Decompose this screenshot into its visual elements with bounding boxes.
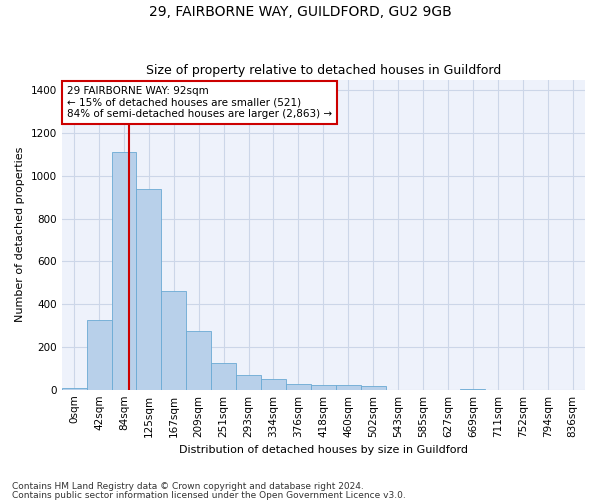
- Text: 29 FAIRBORNE WAY: 92sqm
← 15% of detached houses are smaller (521)
84% of semi-d: 29 FAIRBORNE WAY: 92sqm ← 15% of detache…: [67, 86, 332, 119]
- Bar: [211, 363, 236, 390]
- Bar: [286, 384, 311, 390]
- Bar: [261, 380, 286, 390]
- Bar: [361, 386, 386, 390]
- Y-axis label: Number of detached properties: Number of detached properties: [15, 147, 25, 322]
- Bar: [236, 374, 261, 390]
- Text: 29, FAIRBORNE WAY, GUILDFORD, GU2 9GB: 29, FAIRBORNE WAY, GUILDFORD, GU2 9GB: [149, 5, 451, 19]
- Bar: [336, 385, 361, 390]
- Bar: [112, 152, 136, 390]
- Bar: [86, 320, 112, 390]
- Text: Contains HM Land Registry data © Crown copyright and database right 2024.: Contains HM Land Registry data © Crown c…: [12, 482, 364, 491]
- Bar: [460, 388, 485, 390]
- Title: Size of property relative to detached houses in Guildford: Size of property relative to detached ho…: [146, 64, 501, 77]
- Bar: [311, 385, 336, 390]
- Bar: [136, 188, 161, 390]
- X-axis label: Distribution of detached houses by size in Guildford: Distribution of detached houses by size …: [179, 445, 468, 455]
- Bar: [62, 388, 86, 390]
- Bar: [186, 331, 211, 390]
- Text: Contains public sector information licensed under the Open Government Licence v3: Contains public sector information licen…: [12, 490, 406, 500]
- Bar: [161, 292, 186, 390]
